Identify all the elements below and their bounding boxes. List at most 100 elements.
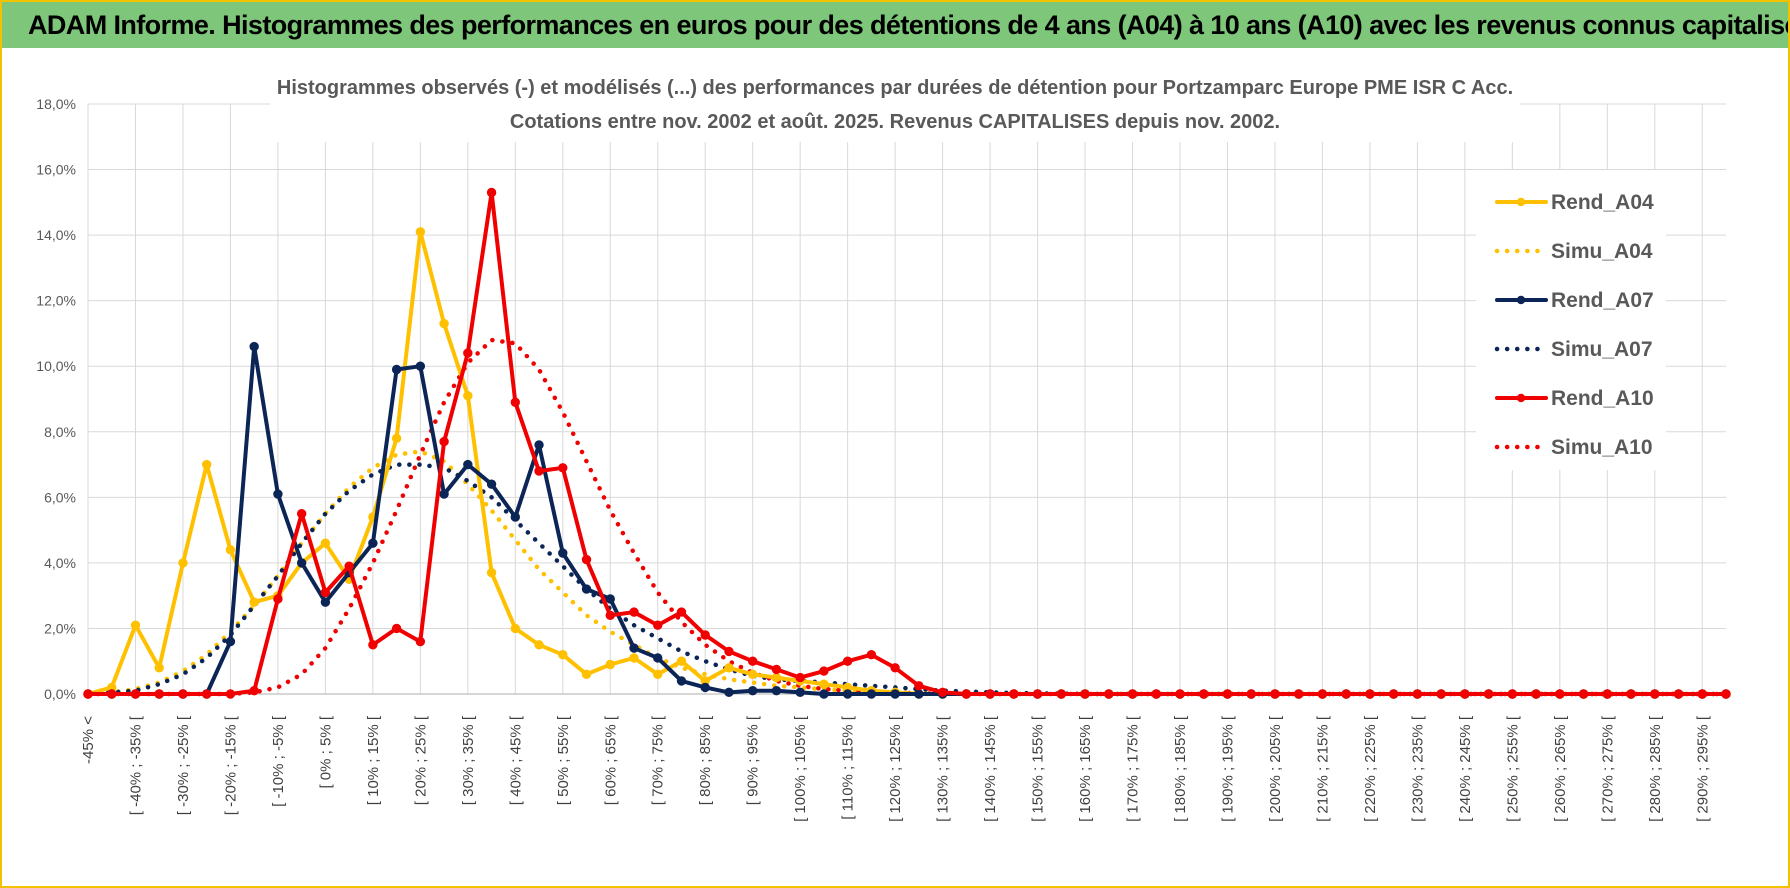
y-tick-label: 16,0% — [36, 162, 76, 178]
data-point — [866, 649, 877, 660]
legend-bg — [1476, 170, 1666, 470]
x-tick-label: [ 120% ; 125% [ — [887, 715, 904, 822]
data-point — [1578, 689, 1589, 699]
data-point — [914, 681, 924, 691]
data-point — [439, 489, 449, 499]
data-point — [866, 689, 877, 699]
x-tick-label: [ 140% ; 145% [ — [982, 715, 999, 822]
data-point — [463, 391, 473, 401]
data-point — [320, 587, 331, 598]
data-point — [914, 689, 924, 699]
y-tick-label: 12,0% — [36, 293, 76, 309]
data-point — [653, 669, 663, 680]
data-point — [463, 348, 473, 358]
legend-marker — [1516, 295, 1526, 305]
y-tick-label: 8,0% — [44, 424, 76, 440]
data-point — [1246, 689, 1256, 699]
data-point — [368, 538, 378, 548]
data-point — [1127, 689, 1138, 699]
data-point — [724, 663, 734, 673]
data-point — [795, 687, 805, 698]
data-point — [1555, 689, 1565, 699]
data-point — [1721, 689, 1731, 699]
data-point — [510, 512, 521, 522]
data-point — [653, 620, 663, 630]
data-point — [676, 607, 687, 617]
series-line — [86, 190, 1728, 696]
x-tick-label: [ 270% ; 275% [ — [1599, 715, 1616, 822]
legend-label: Rend_A10 — [1551, 387, 1654, 410]
x-tick-label: [ 160% ; 165% [ — [1077, 715, 1094, 822]
data-point — [296, 558, 307, 568]
legend-item-rend-a07: Rend_A07 — [1495, 289, 1654, 312]
series-rend-a10 — [83, 187, 1731, 699]
data-point — [249, 597, 259, 607]
data-point — [154, 689, 164, 699]
data-point — [415, 227, 426, 237]
series-group — [83, 187, 1731, 699]
legend-label: Rend_A04 — [1551, 191, 1654, 214]
series-simu-a04 — [85, 449, 1729, 697]
x-tick-label: [ 240% ; 245% [ — [1457, 715, 1474, 822]
data-point — [747, 656, 758, 666]
data-point — [1175, 689, 1185, 699]
y-axis-ticks: 0,0% 2,0% 4,0% 6,0% 8,0% 10,0% 12,0% 14,0% 16,0%… — [36, 96, 76, 702]
data-point — [534, 440, 544, 450]
legend-item-rend-a10: Rend_A10 — [1495, 387, 1654, 410]
data-point — [581, 584, 592, 594]
data-point — [463, 459, 473, 470]
legend-item-rend-a04: Rend_A04 — [1495, 191, 1654, 214]
data-point — [724, 687, 734, 698]
data-point — [1270, 689, 1280, 699]
data-point — [439, 318, 449, 329]
data-point — [1365, 689, 1375, 699]
x-tick-label: [ 10% ; 15% [ — [365, 715, 382, 805]
data-point — [201, 459, 212, 470]
legend-marker — [1516, 197, 1526, 207]
series-line — [85, 449, 1729, 697]
data-point — [1531, 689, 1541, 699]
legend-item-simu-a10: Simu_A10 — [1494, 436, 1653, 459]
data-point — [771, 664, 782, 675]
y-tick-label: 10,0% — [36, 358, 76, 374]
data-point — [558, 463, 568, 473]
y-tick-label: 0,0% — [44, 686, 76, 702]
x-tick-label: [ 80% ; 85% [ — [697, 715, 714, 805]
x-tick-label: [ 70% ; 75% [ — [650, 715, 667, 805]
data-point — [961, 689, 972, 699]
chart-title: Histogrammes observés (-) et modélisés (… — [270, 70, 1520, 142]
data-point — [1460, 689, 1470, 699]
x-tick-label: [ -30% ; -25% [ — [175, 715, 192, 815]
data-point — [629, 653, 639, 663]
data-point — [486, 187, 497, 198]
x-tick-label: [ 250% ; 255% [ — [1504, 715, 1521, 822]
data-point — [344, 561, 354, 571]
x-tick-label: [ 150% ; 155% [ — [1030, 715, 1047, 822]
data-point — [890, 689, 900, 699]
data-point — [1009, 689, 1019, 699]
legend-item-simu-a04: Simu_A04 — [1494, 240, 1653, 263]
x-tick-label: [ 0% ; 5% [ — [317, 715, 334, 788]
y-tick-label: 2,0% — [44, 620, 76, 636]
legend-label: Simu_A10 — [1551, 436, 1653, 459]
data-point — [154, 663, 164, 673]
data-point — [1697, 689, 1707, 699]
x-tick-label: [ 60% ; 65% [ — [602, 715, 619, 805]
legend-label: Rend_A07 — [1551, 289, 1654, 312]
data-point — [1341, 689, 1351, 699]
chart-title-line1: Histogrammes observés (-) et modélisés (… — [277, 77, 1513, 99]
x-tick-label: [ 180% ; 185% [ — [1172, 715, 1189, 822]
data-point — [201, 689, 212, 699]
data-point — [130, 689, 141, 699]
data-point — [1293, 689, 1304, 699]
data-point — [249, 341, 259, 352]
x-tick-label: [ -20% ; -15% [ — [222, 715, 239, 815]
data-point — [510, 623, 521, 634]
data-point — [368, 640, 378, 650]
data-point — [558, 649, 568, 660]
banner-title: ADAM Informe. Histogrammes des performan… — [2, 2, 1788, 48]
data-point — [1222, 689, 1233, 699]
data-point — [391, 364, 402, 375]
x-tick-label: [ 100% ; 105% [ — [792, 715, 809, 822]
